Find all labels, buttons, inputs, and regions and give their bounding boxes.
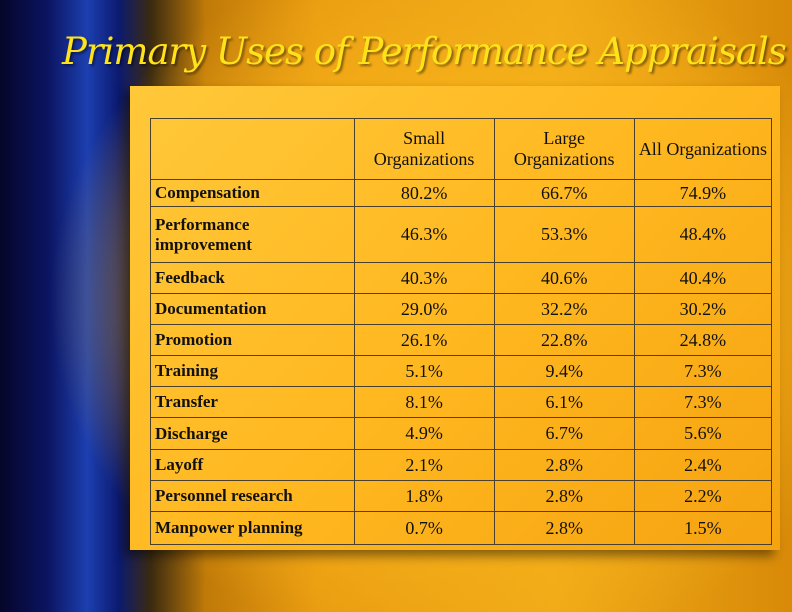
cell-value: 40.4% xyxy=(633,262,773,294)
cell-value: 2.2% xyxy=(633,480,773,512)
cell-value: 1.5% xyxy=(633,511,773,545)
row-label: Manpower planning xyxy=(150,511,355,545)
cell-value: 8.1% xyxy=(353,386,495,418)
cell-value: 2.1% xyxy=(353,449,495,481)
cell-value: 2.8% xyxy=(493,449,635,481)
table-row: Performance improvement 46.3% 53.3% 48.4% xyxy=(150,206,773,263)
cell-value: 48.4% xyxy=(633,206,773,263)
table-row: Discharge 4.9% 6.7% 5.6% xyxy=(150,417,773,450)
row-label: Layoff xyxy=(150,449,355,481)
cell-value: 0.7% xyxy=(353,511,495,545)
cell-value: 5.1% xyxy=(353,355,495,387)
table-row: Training 5.1% 9.4% 7.3% xyxy=(150,355,773,387)
cell-value: 74.9% xyxy=(633,179,773,207)
row-label: Performance improvement xyxy=(150,206,355,263)
row-label: Promotion xyxy=(150,324,355,356)
cell-value: 4.9% xyxy=(353,417,495,450)
cell-value: 6.7% xyxy=(493,417,635,450)
slide-title: Primary Uses of Performance Appraisals xyxy=(62,30,787,73)
row-label: Discharge xyxy=(150,417,355,450)
cell-value: 24.8% xyxy=(633,324,773,356)
cell-value: 46.3% xyxy=(353,206,495,263)
cell-value: 80.2% xyxy=(353,179,495,207)
column-header: All Organizations xyxy=(633,118,773,180)
row-label: Personnel research xyxy=(150,480,355,512)
table-row: Layoff 2.1% 2.8% 2.4% xyxy=(150,449,773,481)
data-table: Small Organizations Large Organizations Al… xyxy=(150,118,773,545)
header-row: Small Organizations Large Organizations Al… xyxy=(150,118,773,180)
row-label: Documentation xyxy=(150,293,355,325)
cell-value: 5.6% xyxy=(633,417,773,450)
cell-value: 7.3% xyxy=(633,386,773,418)
row-label: Compensation xyxy=(150,179,355,207)
table-row: Documentation 29.0% 32.2% 30.2% xyxy=(150,293,773,325)
table-row: Compensation 80.2% 66.7% 74.9% xyxy=(150,179,773,207)
cell-value: 26.1% xyxy=(353,324,495,356)
row-label: Transfer xyxy=(150,386,355,418)
cell-value: 9.4% xyxy=(493,355,635,387)
cell-value: 66.7% xyxy=(493,179,635,207)
cell-value: 2.8% xyxy=(493,480,635,512)
cell-value: 53.3% xyxy=(493,206,635,263)
table-row: Transfer 8.1% 6.1% 7.3% xyxy=(150,386,773,418)
cell-value: 30.2% xyxy=(633,293,773,325)
column-header: Small Organizations xyxy=(353,118,495,180)
table-row: Promotion 26.1% 22.8% 24.8% xyxy=(150,324,773,356)
table-row: Feedback 40.3% 40.6% 40.4% xyxy=(150,262,773,294)
cell-value: 22.8% xyxy=(493,324,635,356)
cell-value: 32.2% xyxy=(493,293,635,325)
cell-value: 7.3% xyxy=(633,355,773,387)
table-row: Manpower planning 0.7% 2.8% 1.5% xyxy=(150,511,773,545)
header-corner xyxy=(150,118,355,180)
cell-value: 2.8% xyxy=(493,511,635,545)
cell-value: 6.1% xyxy=(493,386,635,418)
table-row: Personnel research 1.8% 2.8% 2.2% xyxy=(150,480,773,512)
row-label: Feedback xyxy=(150,262,355,294)
cell-value: 2.4% xyxy=(633,449,773,481)
column-header: Large Organizations xyxy=(493,118,635,180)
row-label: Training xyxy=(150,355,355,387)
cell-value: 40.3% xyxy=(353,262,495,294)
cell-value: 1.8% xyxy=(353,480,495,512)
cell-value: 40.6% xyxy=(493,262,635,294)
cell-value: 29.0% xyxy=(353,293,495,325)
